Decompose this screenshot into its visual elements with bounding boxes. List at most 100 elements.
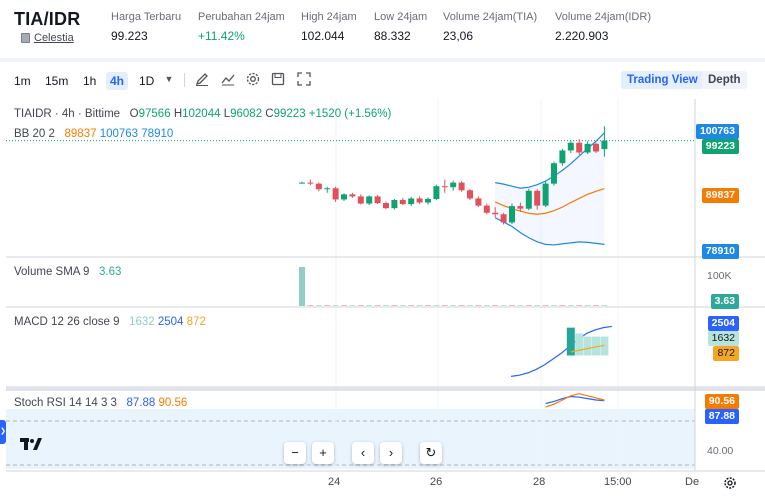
candle-body — [525, 190, 532, 209]
time-label: 28 — [533, 476, 546, 488]
timeframe-1h[interactable]: 1h — [83, 74, 97, 88]
time-label: 26 — [430, 476, 443, 488]
stat-volume-tia: Volume 24jam(TIA) 23,06 — [443, 11, 537, 43]
volume-bar — [601, 305, 608, 306]
stat-value: 23,06 — [443, 29, 474, 43]
bb-basis-tag: 89837 — [701, 188, 739, 203]
gear-icon — [724, 477, 736, 489]
scroll-right-button[interactable]: › — [380, 442, 402, 464]
zoom-in-button[interactable]: + — [312, 442, 334, 464]
stat-label: Volume 24jam(TIA) — [443, 11, 538, 23]
volume-label: Volume SMA 9 — [14, 266, 90, 278]
stoch-band — [6, 409, 695, 469]
settings-icon[interactable] — [245, 71, 261, 87]
candle-body — [458, 182, 465, 191]
fullscreen-icon[interactable] — [296, 71, 312, 87]
bb-basis-value: 89837 — [64, 128, 97, 140]
volume-bar — [299, 267, 305, 306]
reset-chart-button[interactable]: ↻ — [420, 442, 442, 464]
volume-bar — [517, 305, 524, 306]
volume-bar — [349, 305, 356, 306]
chart-settings-icon[interactable] — [723, 476, 737, 490]
save-icon[interactable] — [270, 71, 286, 87]
bb-lower-value: 78910 — [141, 128, 174, 140]
macd-line-value: 2504 — [157, 316, 184, 328]
scroll-left-button[interactable]: ‹ — [352, 442, 374, 464]
low-label: L — [223, 108, 231, 120]
volume-bar — [500, 305, 507, 306]
macd-hist-bar — [575, 333, 584, 356]
price-chart[interactable]: TIAIDR · 4h · Bittime O97566 H102044 L96… — [6, 99, 765, 501]
candle-body — [500, 214, 507, 223]
candle-body — [383, 203, 389, 209]
candle-body — [450, 182, 457, 188]
macd-signal-value: 872 — [186, 316, 206, 328]
candle-body — [567, 142, 574, 151]
candle-body — [324, 188, 331, 190]
volume-bar — [576, 305, 583, 306]
macd-label: MACD 12 26 close 9 — [14, 316, 120, 328]
stat-high: High 24jam 102.044 — [301, 11, 357, 43]
open-label: O — [129, 108, 139, 120]
chart-toolbar: 1m 15m 1h 4h 1D ▼ Trading View Depth — [0, 62, 765, 96]
volume-bar — [534, 305, 541, 306]
trading-view-button[interactable]: Trading View — [621, 71, 704, 89]
candle-body — [584, 143, 591, 153]
bb-lower-tag: 78910 — [701, 244, 739, 259]
volume-bar — [567, 305, 574, 306]
bb-fill — [495, 132, 605, 245]
close-value: 99223 — [273, 108, 306, 120]
volume-bar — [315, 305, 322, 306]
draw-icon[interactable] — [194, 71, 210, 87]
stat-label: Low 24jam — [374, 11, 428, 23]
stoch-d-tag: 90.56 — [704, 394, 739, 409]
stat-value: +11.42% — [198, 29, 245, 43]
pencil-icon — [195, 73, 208, 86]
macd-signal-line — [570, 344, 605, 353]
candle-body — [559, 150, 566, 164]
legend-title: TIAIDR · 4h · Bittime — [14, 108, 121, 120]
stoch-label: Stoch RSI 14 14 3 3 — [14, 397, 117, 409]
stat-value: 102.044 — [301, 29, 345, 43]
timeframe-15m[interactable]: 15m — [45, 74, 69, 88]
candle-body — [576, 142, 583, 153]
volume-bar — [383, 305, 389, 306]
timeframe-4h[interactable]: 4h — [106, 72, 129, 90]
stat-value: 99.223 — [111, 29, 148, 43]
expand-sidebar-tab[interactable]: ❯ — [0, 420, 6, 444]
candle-body — [475, 198, 482, 206]
last-price-tag: 99223 — [701, 139, 739, 154]
stat-label: Harga Terbaru — [111, 11, 182, 23]
bb-upper-tag: 100763 — [695, 124, 739, 139]
volume-bar — [341, 305, 347, 306]
volume-bar — [399, 305, 406, 306]
volume-bar — [307, 305, 314, 306]
stat-change: Perubahan 24jam +11.42% — [198, 11, 285, 43]
macd-hist-value: 1632 — [129, 316, 155, 328]
volume-bar — [416, 305, 423, 306]
stat-volume-idr: Volume 24jam(IDR) 2.220.903 — [555, 11, 651, 43]
stoch-d-line — [545, 393, 605, 408]
coin-link[interactable]: Celestia — [21, 32, 74, 44]
zoom-out-button[interactable]: − — [284, 442, 306, 464]
candle-body — [509, 206, 515, 223]
volume-bar — [366, 305, 373, 306]
candle-body — [433, 186, 440, 199]
chart-canvas[interactable] — [6, 99, 765, 501]
volume-bar — [593, 305, 599, 306]
timeframe-1d[interactable]: 1D — [139, 74, 155, 88]
candle-body — [416, 198, 423, 203]
volume-bar — [509, 305, 515, 306]
volume-legend: Volume SMA 9 3.63 — [14, 266, 121, 278]
volume-bar — [483, 305, 490, 306]
timeframe-1m[interactable]: 1m — [14, 74, 31, 88]
pane-separator-thick — [6, 387, 765, 391]
indicator-icon[interactable] — [220, 71, 236, 87]
chevron-down-icon[interactable]: ▼ — [164, 74, 174, 84]
open-value: 97566 — [138, 108, 171, 120]
depth-button[interactable]: Depth — [702, 71, 747, 89]
volume-bar — [433, 305, 440, 306]
document-icon — [21, 33, 30, 43]
stat-label: Perubahan 24jam — [198, 11, 285, 23]
stat-value: 2.220.903 — [555, 29, 609, 43]
